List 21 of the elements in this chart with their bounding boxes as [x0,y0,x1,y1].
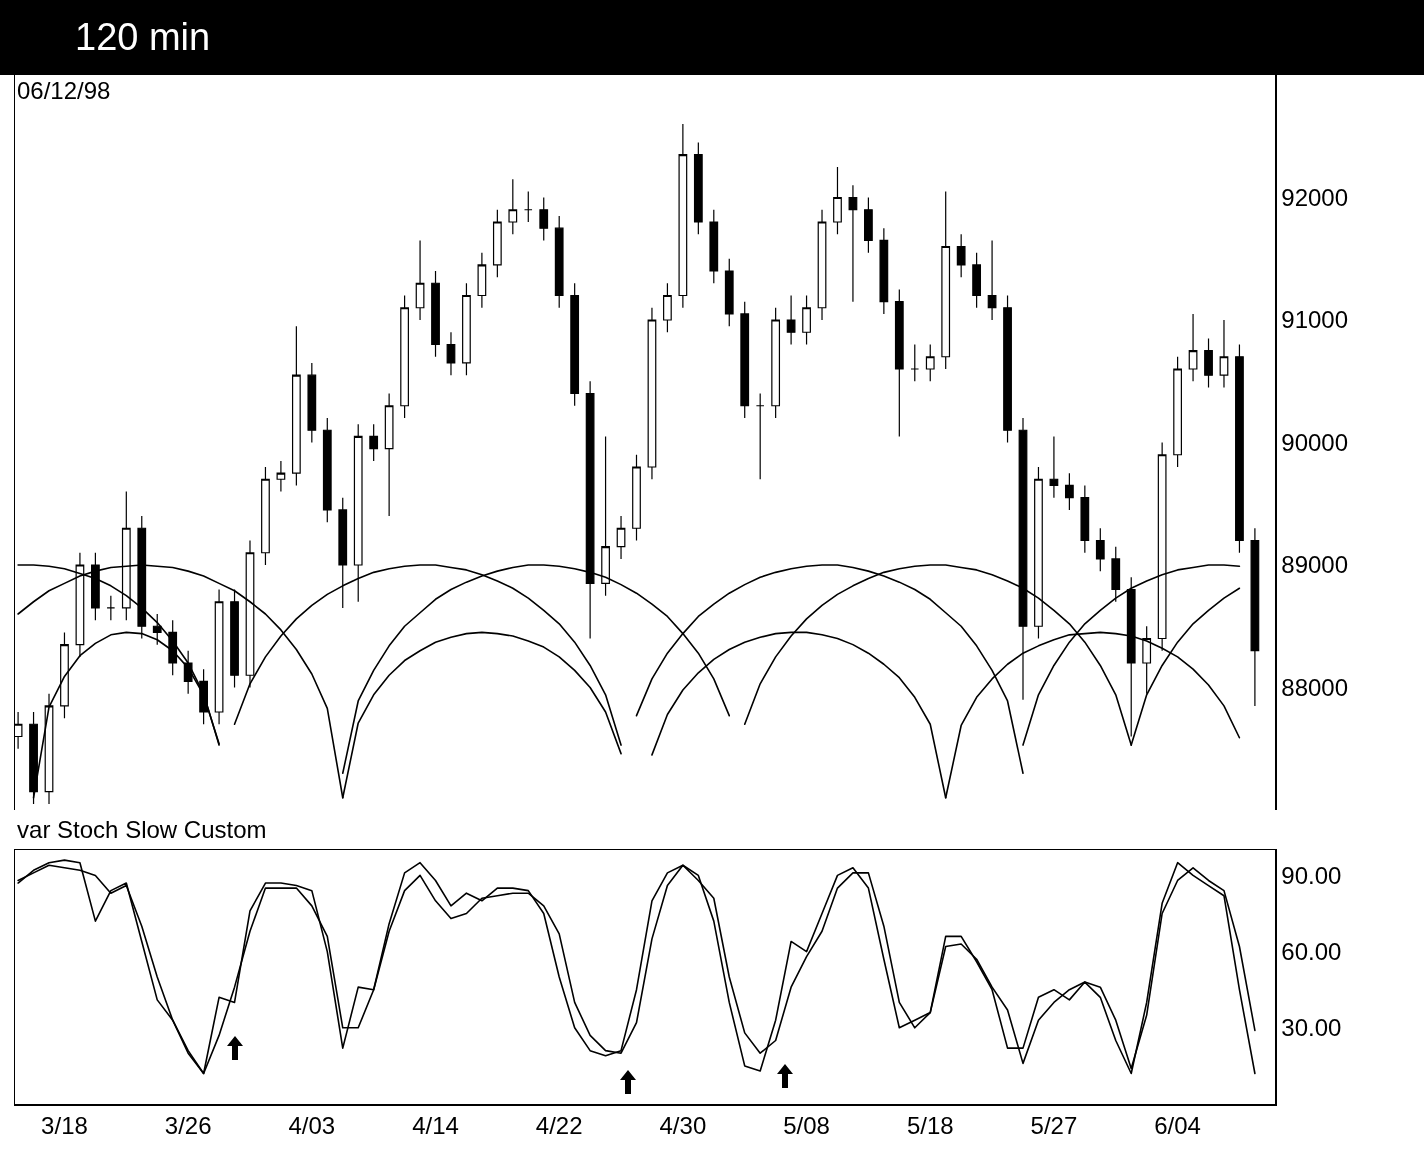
x-tick-label: 5/18 [906,1112,954,1140]
y-tick-label: 90000 [1281,428,1349,456]
y-tick-label: 60.00 [1281,938,1342,965]
x-tick-label: 6/04 [1154,1112,1201,1140]
x-tick-label: 5/08 [783,1112,830,1140]
y-tick-label: 30.00 [1281,1014,1342,1042]
x-tick-label: 4/03 [288,1112,336,1140]
x-tick-label: 4/14 [412,1112,459,1140]
x-tick-label: 5/27 [1030,1112,1078,1140]
x-tick-label: 4/30 [659,1112,707,1140]
x-tick-label: 4/22 [535,1112,583,1140]
annotation: 06/12/98 [17,77,111,104]
y-tick-label: 89000 [1281,551,1349,579]
x-tick-label: 3/18 [41,1112,88,1140]
chart-title: 120 min [75,16,211,58]
x-tick-label: 3/26 [164,1112,212,1140]
y-tick-label: 92000 [1281,183,1349,211]
chart-title: var Stoch Slow Custom [17,816,267,844]
y-tick-label: 91000 [1281,306,1349,334]
y-tick-label: 88000 [1281,673,1349,701]
y-tick-label: 90.00 [1281,861,1342,889]
